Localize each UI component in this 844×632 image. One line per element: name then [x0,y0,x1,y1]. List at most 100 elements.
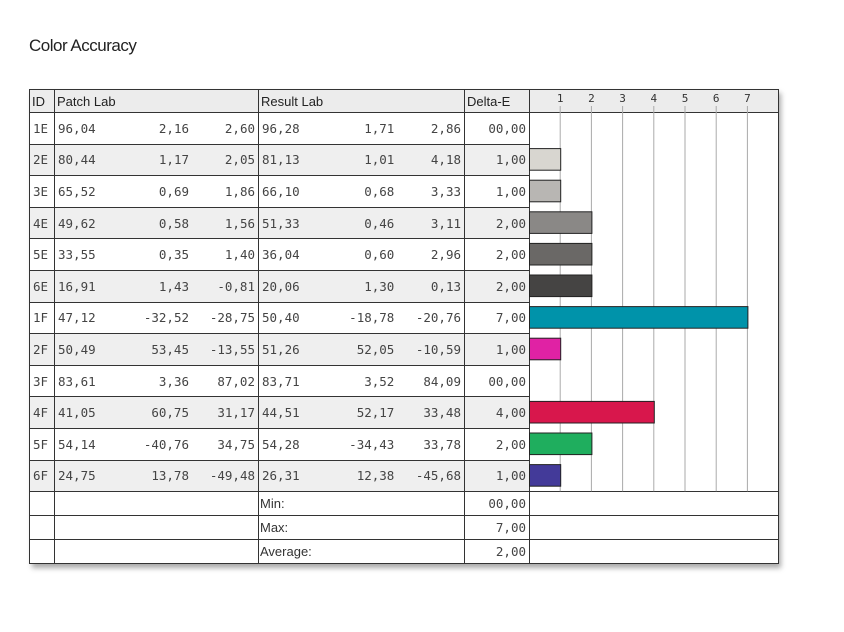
delta-e-value: 2,00 [464,238,530,271]
patch-id: 1E [29,112,55,145]
patch-value: 1,56 [224,215,255,231]
patch-value: 1,17 [158,152,189,168]
result-value: 33,48 [423,405,461,421]
result-value: 84,09 [423,373,461,389]
result-value: 2,96 [430,247,461,263]
table-row: 3E 65,52 0,69 1,86 66,10 0,68 3,33 1,00 [29,175,779,208]
patch-value: 60,75 [151,405,189,421]
patch-value: -32,52 [143,310,189,326]
header-delta-e: Delta-E [464,89,530,113]
table-row: 6E 16,91 1,43 -0,81 20,06 1,30 0,13 2,00 [29,269,779,303]
delta-e-value: 1,00 [464,459,530,493]
result-value: 96,28 [262,120,300,136]
patch-id: 3E [29,175,55,208]
patch-id: 2F [29,333,55,366]
patch-value: 34,75 [217,436,255,452]
result-value: 20,06 [262,278,300,294]
result-value: 3,11 [430,215,461,231]
delta-e-value: 4,00 [464,396,530,429]
chart-axis-header [529,89,779,113]
patch-value: 0,35 [158,247,189,263]
result-value: 3,33 [430,183,461,199]
result-value: 81,13 [262,152,300,168]
page-title: Color Accuracy [29,36,137,55]
result-value: 36,04 [262,247,300,263]
summary-row: Average: 2,00 [29,539,779,565]
summary-value: 00,00 [464,491,530,517]
patch-value: 2,05 [224,152,255,168]
patch-value: 1,43 [158,278,189,294]
patch-id: 3F [29,364,55,398]
result-value: 0,46 [364,215,395,231]
result-value: 0,13 [430,278,461,294]
patch-value: 13,78 [151,468,189,484]
color-accuracy-table: ID Patch Lab Result Lab Delta-E 1E 96,04… [29,89,779,565]
delta-e-value: 1,00 [464,333,530,366]
summary-row: Max: 7,00 [29,515,779,541]
result-value: -45,68 [415,468,461,484]
result-value: 54,28 [262,436,300,452]
result-value: -20,76 [415,310,461,326]
summary-row: Min: 00,00 [29,491,779,517]
patch-value: 24,75 [58,468,96,484]
result-value: 52,17 [356,405,395,421]
delta-e-value: 00,00 [464,112,530,145]
patch-value: 53,45 [151,341,189,357]
result-value: 33,78 [423,436,461,452]
table-row: 1F 47,12 -32,52 -28,75 50,40 -18,78 -20,76 7… [29,301,779,335]
delta-e-value: 2,00 [464,269,530,303]
patch-value: 96,04 [58,120,96,136]
patch-value: -40,76 [143,436,189,452]
patch-value: 33,55 [58,247,96,263]
table-row: 3F 83,61 3,36 87,02 83,71 3,52 84,09 00,00 [29,364,779,398]
patch-id: 5F [29,427,55,461]
patch-value: -0,81 [217,278,255,294]
table-row: 6F 24,75 13,78 -49,48 26,31 12,38 -45,68 1,0… [29,459,779,493]
patch-value: -49,48 [209,468,255,484]
header-patch-lab: Patch Lab [54,89,259,113]
result-value: 1,30 [364,278,395,294]
patch-value: 83,61 [58,373,96,389]
patch-value: 1,86 [224,183,255,199]
patch-value: 47,12 [58,310,96,326]
result-value: 83,71 [262,373,300,389]
result-value: -34,43 [349,436,395,452]
table-row: 2F 50,49 53,45 -13,55 51,26 52,05 -10,59 1,0… [29,333,779,366]
result-value: 3,52 [364,373,395,389]
delta-e-value: 2,00 [464,427,530,461]
patch-id: 4F [29,396,55,429]
patch-value: 2,16 [158,120,189,136]
result-value: 52,05 [356,341,395,357]
table-row: 4F 41,05 60,75 31,17 44,51 52,17 33,48 4,00 [29,396,779,429]
result-value: 1,01 [364,152,395,168]
patch-value: 65,52 [58,183,96,199]
patch-id: 6F [29,459,55,493]
patch-value: 2,60 [224,120,255,136]
patch-value: 50,49 [58,341,96,357]
result-value: 66,10 [262,183,300,199]
patch-value: 87,02 [217,373,255,389]
patch-value: 1,40 [224,247,255,263]
result-value: 2,86 [430,120,461,136]
patch-id: 1F [29,301,55,335]
summary-label: Average: [258,539,465,565]
result-value: 44,51 [262,405,300,421]
result-value: 0,68 [364,183,395,199]
result-value: 50,40 [262,310,300,326]
table-row: 1E 96,04 2,16 2,60 96,28 1,71 2,86 00,00 [29,112,779,145]
patch-id: 4E [29,206,55,240]
patch-value: 80,44 [58,152,96,168]
table-row: 2E 80,44 1,17 2,05 81,13 1,01 4,18 1,00 [29,143,779,177]
delta-e-value: 1,00 [464,143,530,177]
patch-id: 2E [29,143,55,177]
summary-label: Max: [258,515,465,541]
patch-value: 31,17 [217,405,255,421]
patch-value: 54,14 [58,436,96,452]
result-value: 4,18 [430,152,461,168]
header-result-lab: Result Lab [258,89,465,113]
result-value: 12,38 [356,468,395,484]
patch-id: 6E [29,269,55,303]
delta-e-value: 7,00 [464,301,530,335]
result-value: 0,60 [364,247,395,263]
delta-e-value: 00,00 [464,364,530,398]
